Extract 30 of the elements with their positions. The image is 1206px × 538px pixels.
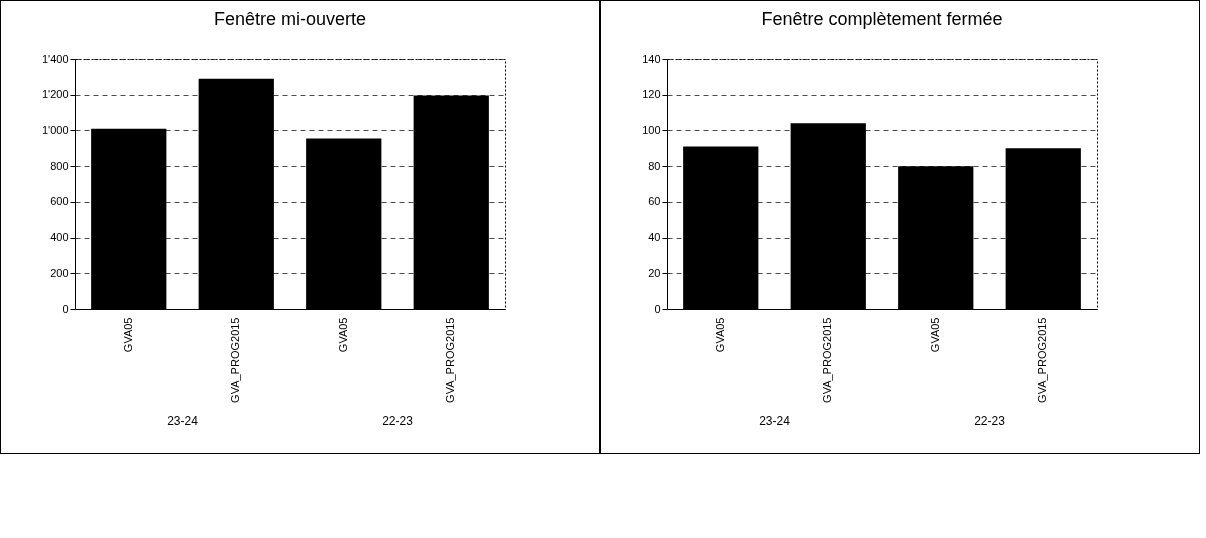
y-tick-label: 40 <box>648 231 661 244</box>
y-tick-label: 1'400 <box>41 52 69 65</box>
text: 23-24 <box>167 414 199 428</box>
x-tick-label: GVA_PROG2015 <box>229 317 242 403</box>
x-tick-label: GVA_PROG2015 <box>1036 317 1049 403</box>
y-tick-label: 600 <box>50 195 69 208</box>
y-tick-label: 1'000 <box>41 123 69 136</box>
y-tick-label: 1'200 <box>41 88 69 101</box>
x-tick-label: GVA05 <box>121 317 134 353</box>
text: 22-23 <box>382 414 414 428</box>
y-tick-label: 20 <box>648 266 661 279</box>
x-tick-label: GVA05 <box>336 317 349 353</box>
y-tick-label: 400 <box>50 231 69 244</box>
y-tick-label: 0 <box>62 302 69 315</box>
y-tick-label: 80 <box>648 159 661 172</box>
chart-title: Fenêtre complètement fermée <box>761 9 1003 29</box>
y-tick-label: 120 <box>642 88 661 101</box>
text: 22-23 <box>974 414 1006 428</box>
y-tick-label: 140 <box>642 52 661 65</box>
text: 23-24 <box>759 414 791 428</box>
x-tick-label: GVA_PROG2015 <box>444 317 457 403</box>
y-tick-label: 0 <box>654 302 661 315</box>
x-tick-label: GVA05 <box>928 317 941 353</box>
x-tick-label: GVA05 <box>713 317 726 353</box>
y-tick-label: 800 <box>50 159 69 172</box>
y-tick-label: 60 <box>648 195 661 208</box>
x-tick-label: GVA_PROG2015 <box>821 317 834 403</box>
chart-title: Fenêtre mi-ouverte <box>213 9 367 29</box>
y-tick-label: 100 <box>642 123 661 136</box>
y-tick-label: 200 <box>50 266 69 279</box>
